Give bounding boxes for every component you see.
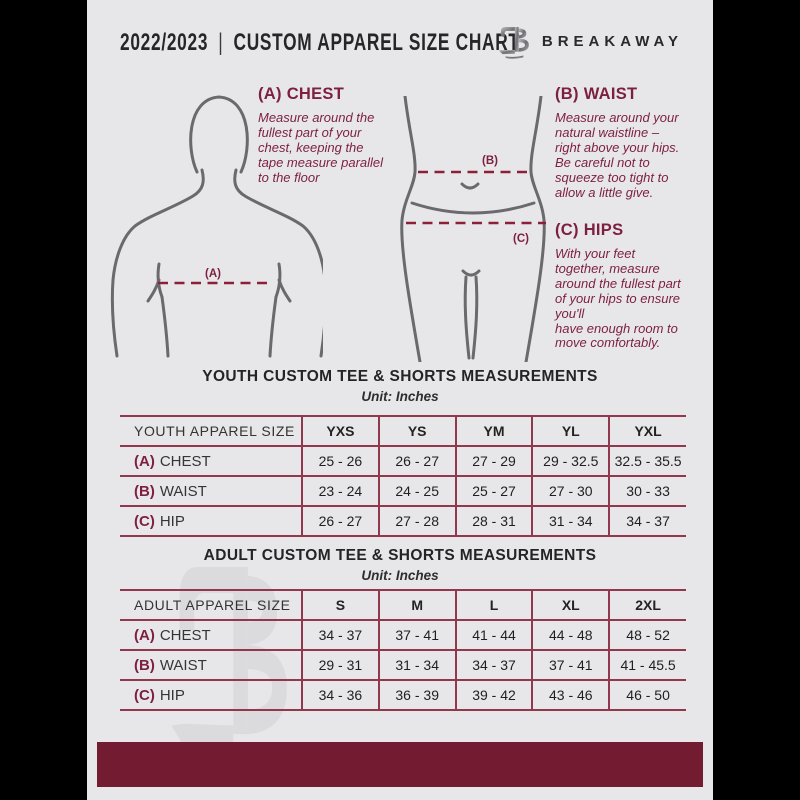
row-label: HIP: [159, 686, 185, 704]
season-label: 2022/2023: [120, 29, 209, 56]
row-prefix: (C): [134, 686, 155, 704]
cell-value: 37 - 41: [377, 620, 456, 651]
table-row: (C) HIP 34 - 36 36 - 39 39 - 42 43 - 46 4…: [120, 680, 686, 711]
hips-marker-label: (C): [513, 233, 529, 245]
column-header: YL: [531, 415, 610, 447]
column-header: ADULT APPAREL SIZE: [120, 589, 302, 621]
cell-value: 28 - 31: [454, 506, 533, 537]
column-header: YM: [454, 415, 533, 447]
cell-value: 31 - 34: [531, 506, 610, 537]
row-prefix: (C): [134, 512, 155, 530]
adult-size-table: ADULT APPAREL SIZE S M L XL 2XL (A) CHEST…: [120, 589, 686, 711]
hips-heading: (C) HIPS: [555, 221, 624, 239]
breakaway-b-logo-icon: [498, 27, 529, 59]
row-prefix: (B): [134, 482, 155, 500]
cell-value: 44 - 48: [531, 620, 610, 651]
chest-instructions: Measure around the fullest part of your …: [258, 110, 384, 185]
column-header: S: [301, 589, 379, 621]
footer-accent-bar: [97, 742, 703, 787]
page-title: CUSTOM APPAREL SIZE CHART: [233, 29, 520, 56]
cell-value: 41 - 45.5: [608, 650, 686, 681]
hips-guide-block: (C) HIPS With your feet together, measur…: [555, 221, 707, 351]
waist-marker-label: (B): [482, 155, 498, 167]
cell-value: 41 - 44: [454, 620, 533, 651]
adult-unit-label: Unit: Inches: [361, 568, 439, 583]
youth-section-title: YOUTH CUSTOM TEE & SHORTS MEASUREMENTS: [202, 368, 598, 385]
chest-heading: (A) CHEST: [258, 85, 345, 103]
cell-value: 25 - 26: [301, 446, 379, 477]
title-separator: |: [218, 29, 224, 56]
column-header: XL: [531, 589, 610, 621]
cell-value: 36 - 39: [377, 680, 456, 711]
waist-heading: (B) WAIST: [555, 85, 638, 103]
adult-section-title: ADULT CUSTOM TEE & SHORTS MEASUREMENTS: [203, 547, 597, 564]
table-row: (B) WAIST 23 - 24 24 - 25 25 - 27 27 - 30…: [120, 476, 686, 507]
cell-value: 27 - 30: [531, 476, 610, 507]
table-row: (C) HIP 26 - 27 27 - 28 28 - 31 31 - 34 3…: [120, 506, 686, 537]
youth-unit-label: Unit: Inches: [361, 389, 439, 404]
table-row: (A) CHEST 34 - 37 37 - 41 41 - 44 44 - 48…: [120, 620, 686, 651]
cell-value: 23 - 24: [301, 476, 379, 507]
cell-value: 34 - 37: [608, 506, 686, 537]
row-prefix: (A): [134, 626, 155, 644]
table-row: (A) CHEST 25 - 26 26 - 27 27 - 29 29 - 32…: [120, 446, 686, 477]
row-label: WAIST: [159, 656, 207, 674]
cell-value: 31 - 34: [377, 650, 456, 681]
torso-figure: (A): [110, 95, 323, 358]
hips-instructions: With your feet together, measure around …: [555, 246, 681, 351]
size-chart-page: 2022/2023 | CUSTOM APPAREL SIZE CHART BREA…: [87, 0, 713, 800]
cell-value: 30 - 33: [608, 476, 686, 507]
column-header: YS: [377, 415, 456, 447]
column-header: YXS: [301, 415, 379, 447]
youth-size-table: YOUTH APPAREL SIZE YXS YS YM YL YXL (A) C…: [120, 415, 686, 537]
table-header-row: ADULT APPAREL SIZE S M L XL 2XL: [120, 589, 686, 621]
waist-guide-block: (B) WAIST Measure around your natural wa…: [555, 85, 707, 200]
row-label: HIP: [159, 512, 185, 530]
column-header: YXL: [608, 415, 686, 447]
document-title: 2022/2023 | CUSTOM APPAREL SIZE CHART: [120, 29, 520, 57]
cell-value: 26 - 27: [377, 446, 456, 477]
brand-name: BREAKAWAY: [541, 33, 683, 50]
cell-value: 34 - 37: [454, 650, 533, 681]
row-label: WAIST: [159, 482, 207, 500]
chest-marker-label: (A): [205, 268, 221, 280]
chest-guide-block: (A) CHEST Measure around the fullest par…: [258, 85, 418, 186]
cell-value: 48 - 52: [608, 620, 686, 651]
cell-value: 39 - 42: [454, 680, 533, 711]
row-label: CHEST: [159, 452, 211, 470]
table-header-row: YOUTH APPAREL SIZE YXS YS YM YL YXL: [120, 415, 686, 447]
cell-value: 34 - 36: [301, 680, 379, 711]
cell-value: 37 - 41: [531, 650, 610, 681]
column-header: L: [454, 589, 533, 621]
cell-value: 26 - 27: [301, 506, 379, 537]
column-header: 2XL: [608, 589, 686, 621]
cell-value: 25 - 27: [454, 476, 533, 507]
column-header: YOUTH APPAREL SIZE: [120, 415, 302, 447]
row-label: CHEST: [159, 626, 211, 644]
cell-value: 24 - 25: [377, 476, 456, 507]
waist-instructions: Measure around your natural waistline – …: [555, 110, 680, 200]
row-prefix: (B): [134, 656, 155, 674]
brand-block: BREAKAWAY: [497, 23, 683, 60]
cell-value: 32.5 - 35.5: [608, 446, 686, 477]
column-header: M: [377, 589, 456, 621]
table-row: (B) WAIST 29 - 31 31 - 34 34 - 37 37 - 41…: [120, 650, 686, 681]
cell-value: 27 - 29: [454, 446, 533, 477]
lower-body-figure: (B) (C): [400, 96, 546, 362]
cell-value: 29 - 32.5: [531, 446, 610, 477]
cell-value: 27 - 28: [377, 506, 456, 537]
cell-value: 46 - 50: [608, 680, 686, 711]
cell-value: 43 - 46: [531, 680, 610, 711]
cell-value: 29 - 31: [301, 650, 379, 681]
cell-value: 34 - 37: [301, 620, 379, 651]
row-prefix: (A): [134, 452, 155, 470]
